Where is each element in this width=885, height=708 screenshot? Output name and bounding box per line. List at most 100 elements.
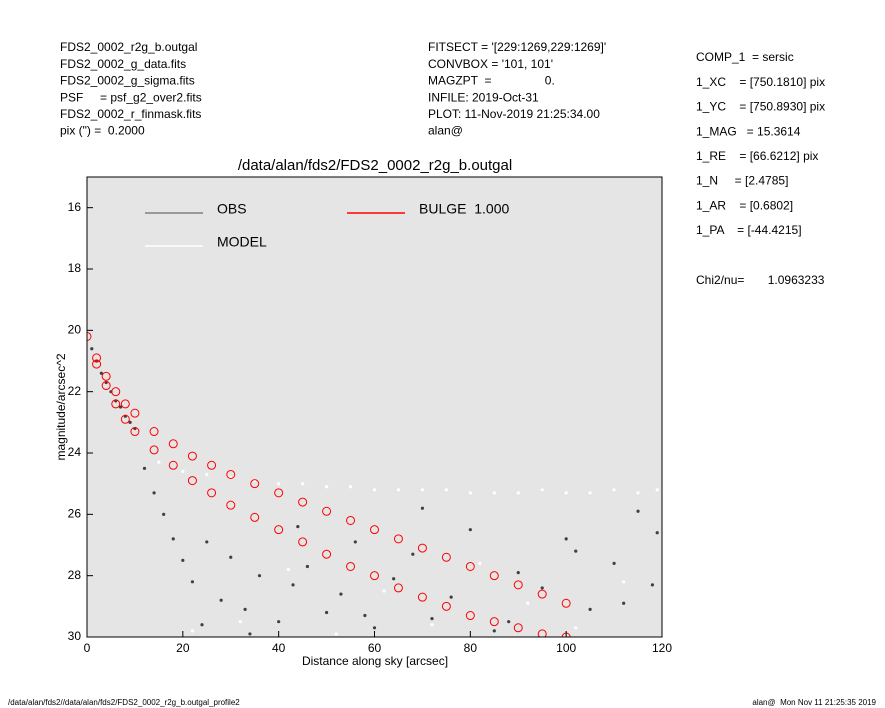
data-point bbox=[322, 506, 332, 516]
data-point bbox=[622, 601, 626, 605]
legend-label: OBS bbox=[217, 201, 247, 217]
data-point bbox=[171, 537, 175, 541]
data-point bbox=[130, 427, 140, 437]
data-point bbox=[372, 488, 377, 492]
data-point bbox=[229, 555, 233, 559]
data-point bbox=[396, 488, 401, 492]
data-point bbox=[612, 561, 616, 566]
x-tick-label: 100 bbox=[556, 641, 576, 655]
data-point bbox=[516, 571, 520, 575]
data-point bbox=[181, 558, 185, 562]
data-point bbox=[205, 540, 209, 544]
header-middle-line: MAGZPT = 0. bbox=[428, 74, 555, 88]
header-left-line: FDS2_0002_r2g_b.outgal bbox=[60, 40, 197, 54]
header-right-line: 1_XC = [750.1810] pix bbox=[696, 75, 825, 89]
data-point bbox=[324, 610, 329, 615]
data-point bbox=[190, 580, 195, 584]
data-point bbox=[372, 626, 377, 630]
x-tick-label: 0 bbox=[84, 641, 91, 655]
data-point bbox=[465, 611, 475, 621]
y-tick-label: 28 bbox=[68, 568, 82, 582]
data-point bbox=[324, 485, 329, 489]
data-point bbox=[152, 491, 156, 495]
data-point bbox=[226, 500, 236, 510]
data-point bbox=[513, 623, 523, 633]
header-right-line: 1_AR = [0.6802] bbox=[696, 198, 793, 212]
data-point bbox=[537, 629, 547, 637]
data-point bbox=[149, 427, 159, 437]
y-tick-label: 30 bbox=[68, 629, 82, 643]
data-point bbox=[363, 613, 367, 618]
data-point bbox=[513, 580, 523, 590]
header-middle-line: FITSECT = '[229:1269,229:1269]' bbox=[428, 40, 606, 54]
data-point bbox=[468, 528, 472, 532]
data-point bbox=[118, 405, 123, 409]
data-point bbox=[393, 583, 403, 593]
data-point bbox=[441, 552, 451, 562]
y-tick-label: 18 bbox=[68, 261, 82, 275]
data-point bbox=[441, 601, 451, 611]
plot-area bbox=[87, 331, 659, 637]
data-point bbox=[430, 617, 434, 621]
data-point bbox=[142, 466, 147, 470]
data-point bbox=[157, 460, 161, 464]
data-point bbox=[478, 561, 482, 566]
x-tick-label: 20 bbox=[176, 641, 190, 655]
data-point bbox=[200, 623, 204, 627]
y-tick-label: 24 bbox=[68, 445, 82, 459]
header-middle-line: INFILE: 2019-Oct-31 bbox=[428, 90, 539, 104]
footer-left: /data/alan/fds2//data/alan/fds2/FDS2_000… bbox=[8, 698, 240, 707]
data-point bbox=[322, 549, 332, 559]
data-point bbox=[636, 491, 640, 495]
data-point bbox=[181, 469, 185, 473]
data-point bbox=[650, 583, 655, 587]
data-point bbox=[296, 525, 300, 529]
data-point bbox=[298, 497, 308, 507]
data-point bbox=[353, 540, 357, 544]
data-point bbox=[417, 543, 427, 553]
header-middle-line: CONVBOX = '101, 101' bbox=[428, 57, 553, 71]
data-point bbox=[540, 488, 544, 492]
data-point bbox=[392, 577, 396, 581]
data-point bbox=[370, 525, 379, 535]
data-point bbox=[346, 561, 356, 571]
data-point bbox=[564, 491, 568, 495]
data-point bbox=[537, 589, 547, 599]
header-left-line: pix (") = 0.2000 bbox=[60, 124, 145, 138]
data-point bbox=[274, 525, 284, 535]
data-point bbox=[187, 476, 197, 486]
data-point bbox=[257, 574, 262, 578]
data-point bbox=[420, 488, 425, 492]
data-point bbox=[489, 617, 499, 627]
data-point bbox=[207, 488, 217, 498]
data-point bbox=[190, 629, 195, 633]
data-point bbox=[277, 482, 281, 486]
data-point bbox=[492, 629, 496, 633]
data-point bbox=[128, 420, 132, 424]
data-point bbox=[574, 549, 578, 553]
data-point bbox=[162, 512, 166, 516]
data-point bbox=[101, 371, 111, 381]
data-point bbox=[561, 598, 571, 608]
data-point bbox=[120, 414, 130, 424]
data-point bbox=[382, 589, 386, 593]
data-point bbox=[277, 620, 281, 624]
data-point bbox=[655, 531, 659, 535]
data-point bbox=[516, 491, 520, 495]
data-point bbox=[291, 583, 295, 587]
header-left-line: FDS2_0002_g_data.fits bbox=[60, 57, 186, 71]
y-axis-label: magnitude/arcsec^2 bbox=[54, 353, 68, 460]
data-point bbox=[334, 632, 338, 636]
data-point bbox=[248, 632, 252, 636]
data-point bbox=[238, 620, 242, 624]
data-point bbox=[430, 623, 434, 627]
data-point bbox=[588, 607, 592, 612]
data-point bbox=[636, 509, 640, 513]
data-point bbox=[92, 359, 102, 369]
data-point bbox=[465, 561, 475, 571]
legend-label: BULGE 1.000 bbox=[419, 201, 509, 217]
data-point bbox=[526, 601, 530, 605]
data-point bbox=[348, 485, 353, 489]
